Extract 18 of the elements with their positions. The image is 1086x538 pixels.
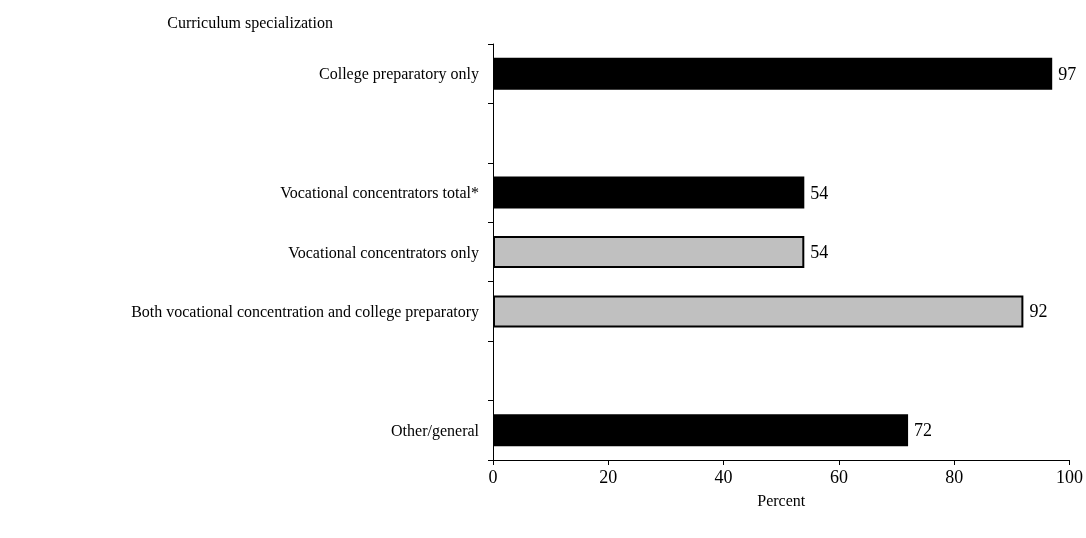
data-label: 72 [914,420,933,441]
x-tick-label: 60 [829,467,848,487]
data-label: 97 [1058,63,1077,84]
y-tick-label: College preparatory only [319,65,479,84]
data-label: 54 [810,182,829,203]
data-label: 92 [1029,301,1048,322]
data-label: 54 [810,242,829,262]
y-tick-label: Both vocational concentration and college preparatory [131,302,479,321]
y-tick-label: Vocational concentrators only [288,243,479,262]
x-axis-title: Percent [757,491,806,509]
x-tick-label: 40 [714,467,733,487]
x-tick-label: 100 [1056,467,1083,487]
x-tick-label: 0 [488,467,498,487]
y-tick-label: Vocational concentrators total* [280,184,479,202]
y-axis-title: Curriculum specialization [167,13,333,32]
x-tick-label: 80 [945,467,964,487]
y-tick-label: Other/general [391,421,480,440]
x-tick-label: 20 [599,467,618,487]
